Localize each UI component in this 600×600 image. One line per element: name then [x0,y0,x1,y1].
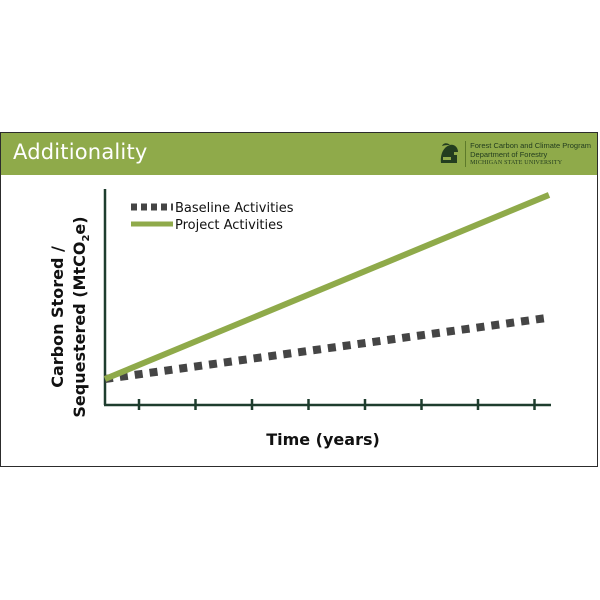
logo-university: MICHIGAN STATE UNIVERSITY [470,160,563,166]
logo-program-name: Forest Carbon and Climate Program [470,141,591,150]
logo-divider [465,141,467,167]
x-axis-label: Time (years) [266,430,380,449]
legend-baseline-label: Baseline Activities [175,201,294,216]
title-bar: Additionality Forest Carbon and Climate … [1,133,597,175]
slide: Additionality Forest Carbon and Climate … [0,132,598,467]
legend-project-label: Project Activities [175,218,283,233]
additionality-chart: Baseline Activities Project Activities T… [48,189,551,449]
project-series-line [103,192,551,382]
slide-title: Additionality [13,140,148,164]
msu-logo: Forest Carbon and Climate Program Depart… [437,139,591,169]
y-axis-label: Carbon Stored / Sequestered (MtCO2e) [48,216,92,417]
spartan-helmet-icon [440,143,459,163]
logo-department: Department of Forestry [470,150,548,159]
y-axis-label-line2: Sequestered (MtCO2e) [70,216,92,417]
logo-text: Forest Carbon and Climate Program Depart… [470,141,591,167]
x-axis-ticks [137,399,536,410]
y-axis-label-line1: Carbon Stored / [48,246,67,388]
legend: Baseline Activities Project Activities [131,201,294,233]
